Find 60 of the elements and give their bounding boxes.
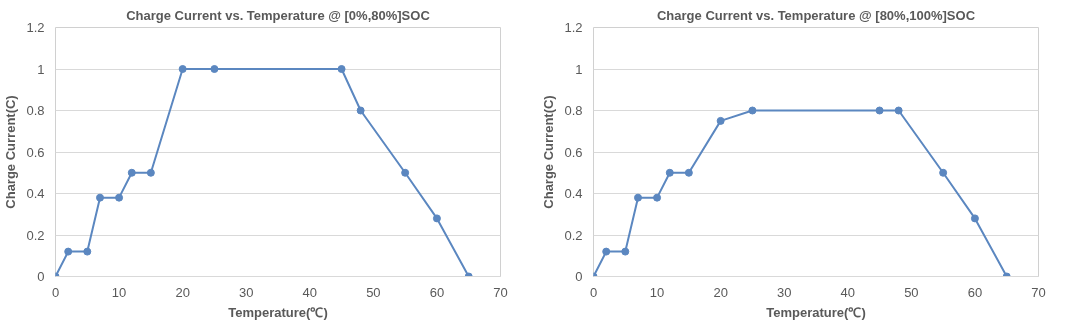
point bbox=[634, 193, 642, 202]
x-axis-title: Temperature(℃) bbox=[228, 304, 328, 320]
x-tick-label: 40 bbox=[302, 284, 318, 300]
point bbox=[684, 168, 693, 177]
x-tick-label: 20 bbox=[713, 284, 728, 300]
x-tick-label: 50 bbox=[904, 284, 919, 300]
point bbox=[83, 247, 92, 256]
x-tick-label: 40 bbox=[840, 284, 856, 300]
x-tick-label: 10 bbox=[111, 284, 127, 300]
point bbox=[127, 168, 136, 177]
y-tick-label: 0.2 bbox=[26, 227, 45, 243]
point bbox=[146, 168, 155, 177]
x-tick-label: 60 bbox=[429, 284, 445, 300]
point bbox=[115, 193, 124, 202]
y-tick-label: 1 bbox=[575, 61, 583, 77]
x-axis-title: Temperature(℃) bbox=[766, 304, 866, 320]
point bbox=[356, 106, 365, 115]
point bbox=[602, 247, 611, 256]
x-tick-label: 0 bbox=[589, 284, 598, 300]
point bbox=[748, 106, 757, 115]
y-tick-label: 0.2 bbox=[564, 227, 583, 243]
y-tick-label: 0.6 bbox=[26, 144, 45, 160]
point bbox=[875, 106, 884, 115]
x-tick-label: 60 bbox=[967, 284, 983, 300]
x-tick-label: 10 bbox=[649, 284, 665, 300]
point bbox=[96, 193, 104, 202]
chart-title: Charge Current vs. Temperature @ [80%,100%]SOC bbox=[656, 7, 976, 23]
y-tick-label: 1 bbox=[37, 61, 45, 77]
y-tick-label: 0.8 bbox=[26, 103, 45, 118]
x-tick-label: 70 bbox=[493, 284, 508, 300]
point bbox=[653, 193, 662, 202]
point bbox=[970, 214, 979, 223]
point bbox=[210, 65, 219, 73]
y-tick-label: 0.4 bbox=[564, 186, 583, 201]
y-tick-label: 0 bbox=[37, 269, 45, 284]
x-tick-label: 30 bbox=[238, 284, 254, 300]
x-tick-label: 0 bbox=[51, 284, 60, 300]
x-tick-label: 70 bbox=[1031, 284, 1046, 300]
point bbox=[401, 168, 410, 177]
point bbox=[894, 106, 903, 115]
point bbox=[178, 65, 187, 73]
y-tick-label: 1.2 bbox=[26, 20, 45, 35]
point bbox=[621, 247, 630, 256]
y-tick-label: 0.4 bbox=[26, 186, 45, 201]
point bbox=[716, 116, 725, 125]
y-axis-title: Charge Current(C) bbox=[3, 95, 19, 209]
y-tick-label: 0.6 bbox=[564, 144, 583, 160]
x-tick-label: 20 bbox=[175, 284, 190, 300]
point bbox=[337, 65, 346, 73]
y-axis-title: Charge Current(C) bbox=[541, 95, 557, 209]
x-tick-label: 30 bbox=[776, 284, 792, 300]
point bbox=[939, 168, 948, 177]
y-tick-label: 1.2 bbox=[564, 20, 583, 35]
x-tick-label: 50 bbox=[366, 284, 381, 300]
point bbox=[665, 168, 674, 177]
y-tick-label: 0.8 bbox=[564, 103, 583, 118]
point bbox=[432, 214, 441, 223]
point bbox=[64, 247, 73, 256]
chart-title: Charge Current vs. Temperature @ [0%,80%]SOC bbox=[126, 7, 431, 23]
y-tick-label: 0 bbox=[575, 269, 583, 284]
